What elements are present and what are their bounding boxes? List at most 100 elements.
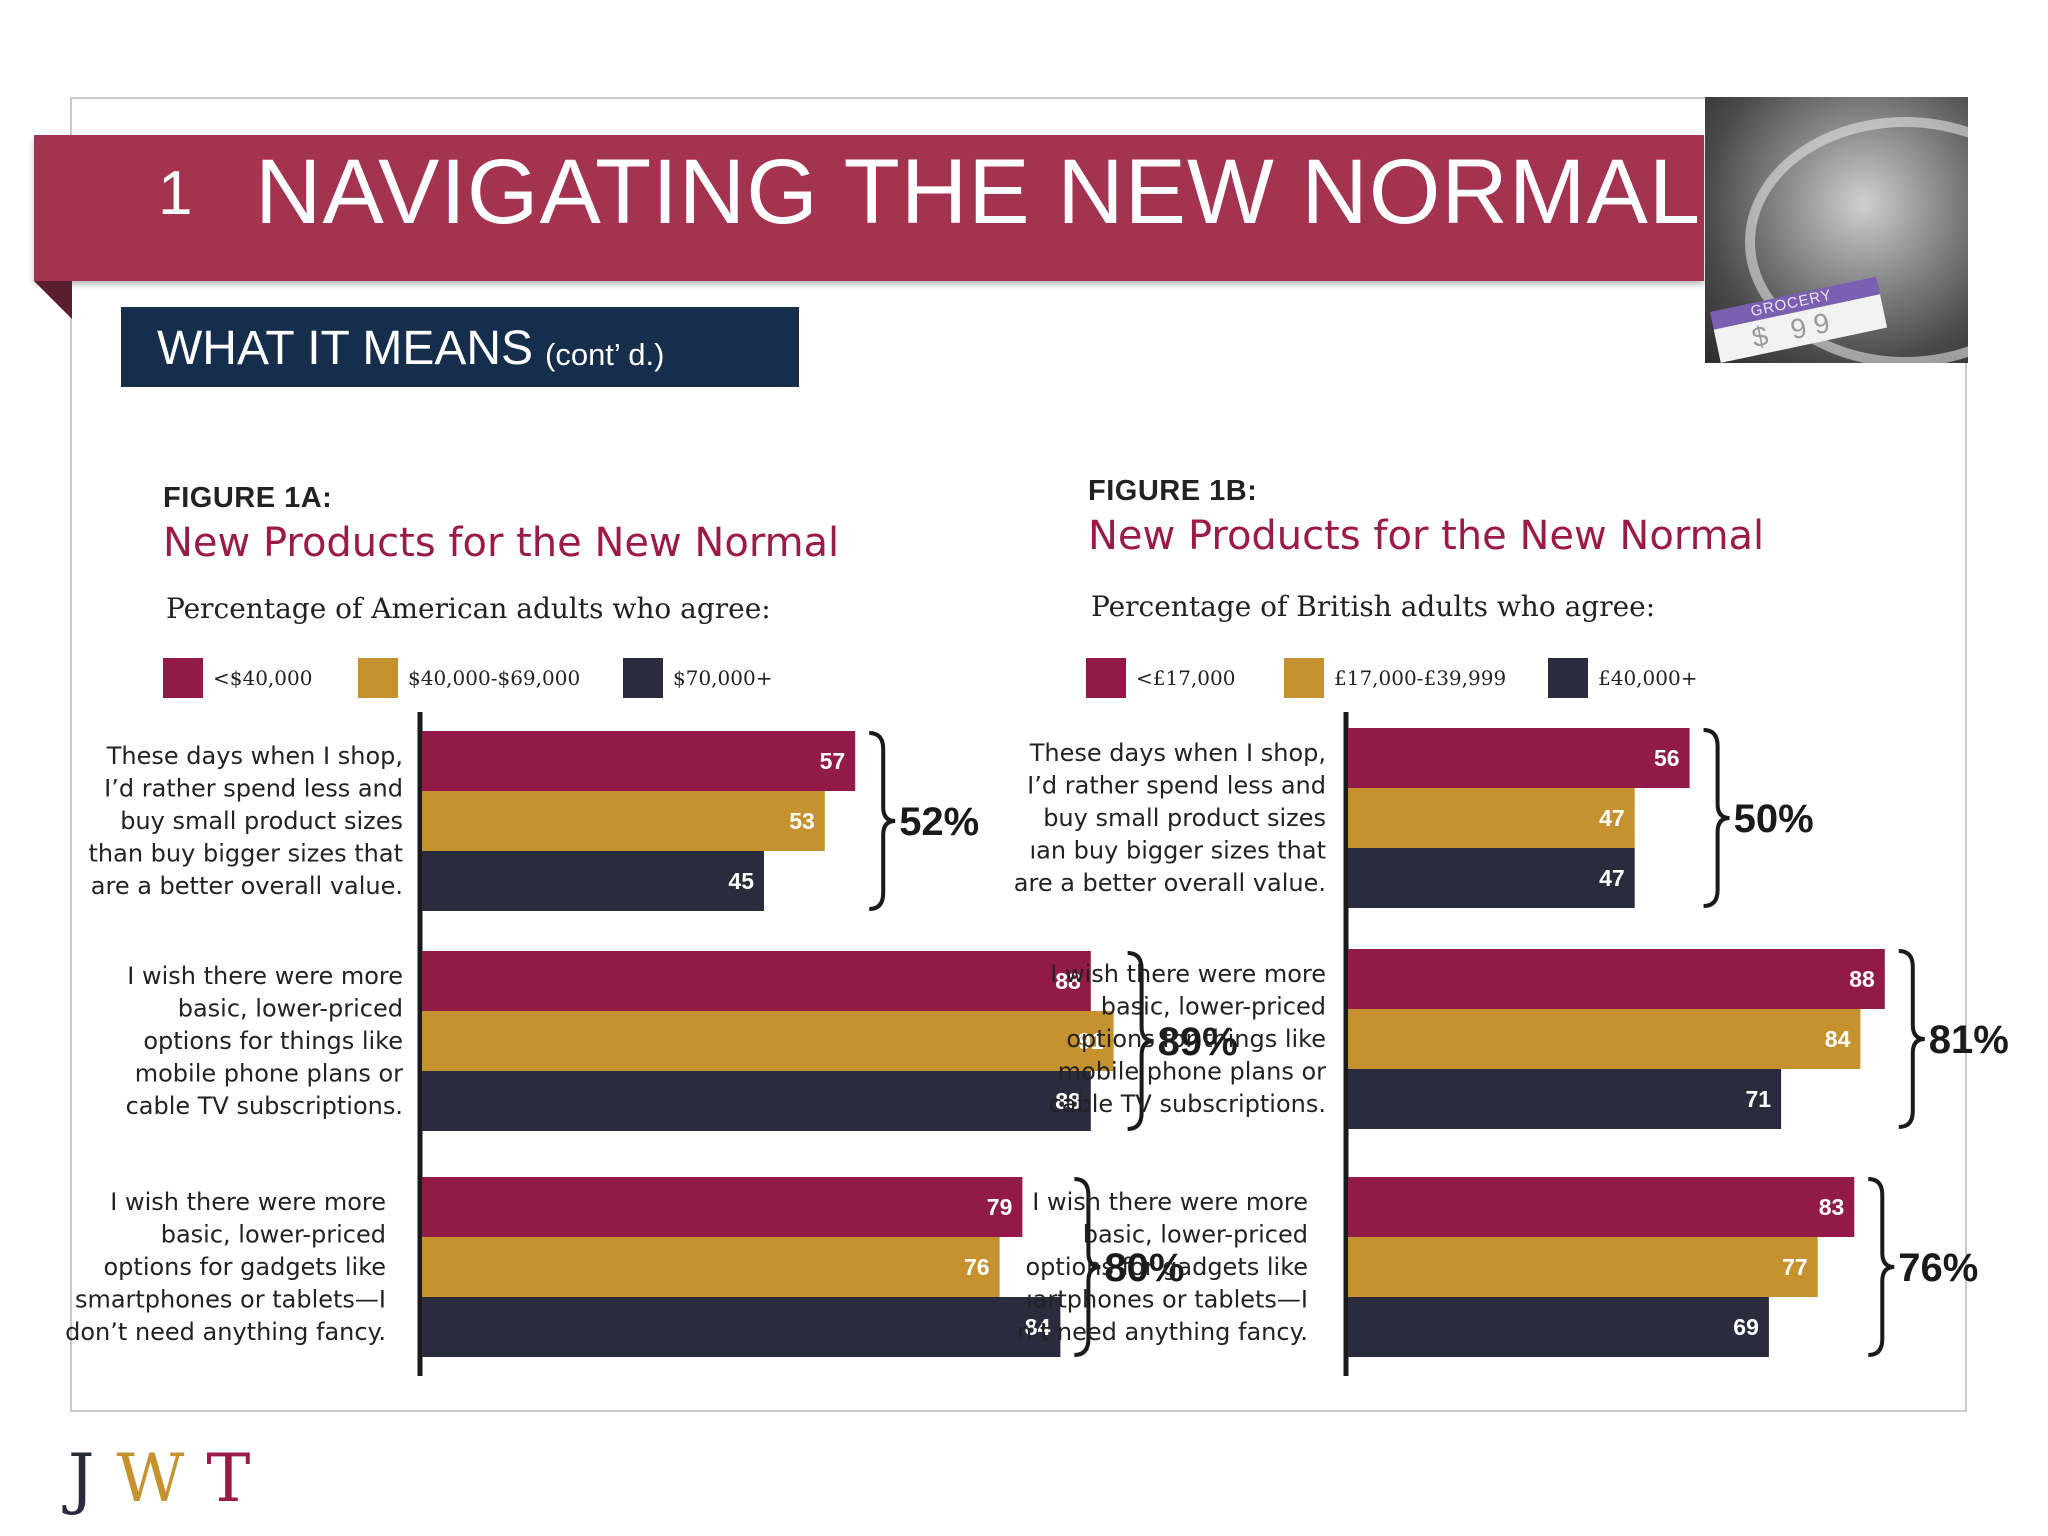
legend-label: <$40,000 bbox=[213, 666, 313, 690]
bar-value-label: 45 bbox=[728, 868, 754, 894]
bar-value-label: 57 bbox=[820, 748, 846, 774]
legend-swatch bbox=[163, 658, 203, 698]
figure-1b-chart: 56 47 47 These days when I shop, I’d rather … bbox=[1014, 712, 2009, 1376]
category-label: basic, lower-priced bbox=[1083, 1221, 1308, 1249]
legend-swatch bbox=[1548, 658, 1588, 698]
bar-value-label: 79 bbox=[987, 1194, 1013, 1220]
bar-value-label: 88 bbox=[1055, 1088, 1081, 1114]
group-total-label: 52% bbox=[899, 800, 979, 844]
logo-letter-t: T bbox=[206, 1440, 273, 1517]
category-label: ıartphones or tablets—I bbox=[1026, 1286, 1308, 1314]
bar-value-label: 47 bbox=[1599, 865, 1625, 891]
bar-value-label: 88 bbox=[1849, 966, 1875, 992]
figure-1a-title: New Products for the New Normal bbox=[163, 520, 840, 566]
category-label: ıan buy bigger sizes that bbox=[1029, 837, 1326, 865]
bar-value-label: 56 bbox=[1654, 745, 1680, 771]
section-banner bbox=[34, 135, 1704, 281]
category-label: basic, lower-priced bbox=[178, 995, 403, 1023]
group-total-label: 89% bbox=[1158, 1020, 1238, 1064]
grocery-photo: GROCERY $ 99 bbox=[1705, 97, 1968, 363]
bar bbox=[1348, 1297, 1769, 1357]
bar bbox=[1348, 1069, 1782, 1129]
group-total-label: 76% bbox=[1898, 1246, 1978, 1290]
category-label: I wish there were more bbox=[127, 962, 403, 990]
bar-value-label: 53 bbox=[789, 808, 815, 834]
category-label: basic, lower-priced bbox=[161, 1221, 386, 1249]
group-total-label: 50% bbox=[1734, 797, 1814, 841]
logo-letter-w: W bbox=[116, 1440, 207, 1517]
category-label: mobile phone plans or bbox=[135, 1060, 403, 1088]
category-label: I wish there were more bbox=[110, 1188, 386, 1216]
bar-value-label: 69 bbox=[1733, 1314, 1759, 1340]
category-label: don’t need anything fancy. bbox=[65, 1318, 386, 1346]
bar-value-label: 88 bbox=[1055, 968, 1081, 994]
section-number: 1 bbox=[158, 159, 193, 228]
legend-label: £17,000-£39,999 bbox=[1334, 666, 1507, 690]
category-label: options for things like bbox=[143, 1027, 403, 1055]
figure-1a-chart: 57 53 45 These days when I shop, I’d rather … bbox=[65, 712, 1238, 1376]
bar bbox=[1348, 728, 1690, 788]
category-label: cable TV subscriptions. bbox=[1049, 1090, 1326, 1118]
banner-fold bbox=[34, 281, 72, 319]
figure-1b-subtitle: Percentage of British adults who agree: bbox=[1091, 590, 1656, 623]
category-label: I’d rather spend less and bbox=[1027, 772, 1326, 800]
figure-1b-title: New Products for the New Normal bbox=[1088, 513, 1765, 559]
group-bracket bbox=[1703, 728, 1730, 908]
category-label: mobile phone plans or bbox=[1058, 1058, 1326, 1086]
legend-label: £40,000+ bbox=[1598, 666, 1698, 690]
category-label: smartphones or tablets—I bbox=[75, 1286, 386, 1314]
bar-value-label: 91 bbox=[1078, 1028, 1104, 1054]
category-label: basic, lower-priced bbox=[1101, 993, 1326, 1021]
figure-1b-label: FIGURE 1B: bbox=[1088, 475, 1258, 507]
category-label: I wish there were more bbox=[1050, 960, 1326, 988]
category-label: These days when I shop, bbox=[1029, 739, 1326, 767]
bar bbox=[422, 851, 764, 911]
bar bbox=[422, 731, 856, 791]
legend-swatch bbox=[358, 658, 398, 698]
legend-swatch bbox=[1086, 658, 1126, 698]
lid-ring bbox=[1745, 117, 1968, 363]
bar bbox=[422, 1237, 1000, 1297]
bar-value-label: 47 bbox=[1599, 805, 1625, 831]
bar bbox=[1348, 848, 1635, 908]
category-label: options for gadgets like bbox=[1025, 1253, 1308, 1281]
logo-letter-j: J bbox=[68, 1440, 117, 1517]
bar bbox=[1348, 788, 1635, 848]
bar-value-label: 77 bbox=[1782, 1254, 1808, 1280]
group-bracket bbox=[1127, 951, 1154, 1131]
bar-value-label: 84 bbox=[1025, 1314, 1051, 1340]
bar-value-label: 84 bbox=[1825, 1026, 1851, 1052]
group-bracket bbox=[869, 731, 896, 911]
category-label: are a better overall value. bbox=[91, 872, 403, 900]
bar-value-label: 71 bbox=[1746, 1086, 1772, 1112]
legend-swatch bbox=[623, 658, 663, 698]
bar bbox=[422, 791, 825, 851]
section-title: NAVIGATING THE NEW NORMAL bbox=[255, 141, 1702, 243]
legend-swatch bbox=[1284, 658, 1324, 698]
bar bbox=[1348, 1009, 1861, 1069]
subheading-continued: (cont’ d.) bbox=[545, 337, 665, 372]
bar bbox=[422, 1071, 1091, 1131]
group-bracket bbox=[1868, 1177, 1895, 1357]
bar bbox=[422, 1011, 1114, 1071]
category-label: are a better overall value. bbox=[1014, 869, 1326, 897]
jwt-logo: JWT bbox=[68, 1440, 272, 1517]
figure-1a-label: FIGURE 1A: bbox=[163, 482, 333, 514]
figure-1a-subtitle: Percentage of American adults who agree: bbox=[166, 592, 771, 625]
category-label: n’t need anything fancy. bbox=[1017, 1318, 1308, 1346]
category-label: I wish there were more bbox=[1032, 1188, 1308, 1216]
bar-value-label: 76 bbox=[964, 1254, 990, 1280]
category-label: buy small product sizes bbox=[1043, 804, 1326, 832]
group-total-label: 80% bbox=[1104, 1246, 1184, 1290]
bar bbox=[422, 1177, 1023, 1237]
category-label: These days when I shop, bbox=[106, 742, 403, 770]
bar bbox=[1348, 1177, 1855, 1237]
legend-label: $70,000+ bbox=[673, 666, 773, 690]
category-label: buy small product sizes bbox=[120, 807, 403, 835]
category-label: cable TV subscriptions. bbox=[126, 1092, 403, 1120]
group-total-label: 81% bbox=[1929, 1018, 2009, 1062]
subheading: WHAT IT MEANS bbox=[157, 322, 534, 375]
group-bracket bbox=[1898, 949, 1925, 1129]
bar bbox=[422, 1297, 1061, 1357]
subheading-box: WHAT IT MEANS (cont’ d.) bbox=[121, 307, 799, 387]
